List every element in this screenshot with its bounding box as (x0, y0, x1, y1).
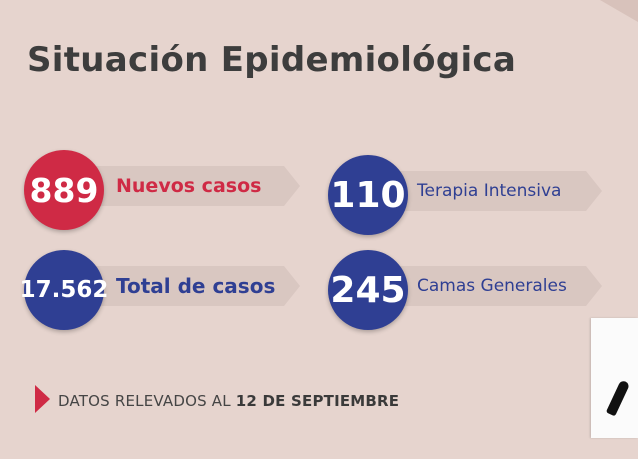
stat-band (388, 171, 602, 211)
stat-band (84, 166, 300, 206)
stat-value-circle: 245 (328, 250, 408, 330)
stat-total-casos: 17.562 Total de casos (20, 250, 300, 332)
stat-label: Terapia Intensiva (417, 181, 562, 201)
overlay-mark (605, 379, 631, 417)
page-title: Situación Epidemiológica (27, 40, 517, 80)
corner-fold (600, 0, 638, 22)
stat-label: Camas Generales (417, 276, 567, 296)
stat-band (84, 266, 300, 306)
data-date-prefix: DATOS RELEVADOS AL (58, 392, 231, 410)
stat-band (388, 266, 602, 306)
play-arrow-icon (35, 385, 50, 413)
data-date-note: DATOS RELEVADOS AL 12 DE SEPTIEMBRE (58, 392, 399, 410)
video-overlay-card (591, 318, 638, 438)
stat-value-circle: 17.562 (20, 250, 108, 330)
stat-nuevos-casos: 889 Nuevos casos (24, 150, 300, 232)
stat-terapia-intensiva: 110 Terapia Intensiva (328, 155, 602, 237)
data-date-value: 12 DE SEPTIEMBRE (235, 392, 400, 410)
stat-value-circle: 889 (24, 150, 104, 230)
stat-value-circle: 110 (328, 155, 408, 235)
stat-label: Nuevos casos (116, 175, 262, 197)
stat-camas-generales: 245 Camas Generales (328, 250, 602, 332)
stat-label: Total de casos (116, 274, 276, 298)
